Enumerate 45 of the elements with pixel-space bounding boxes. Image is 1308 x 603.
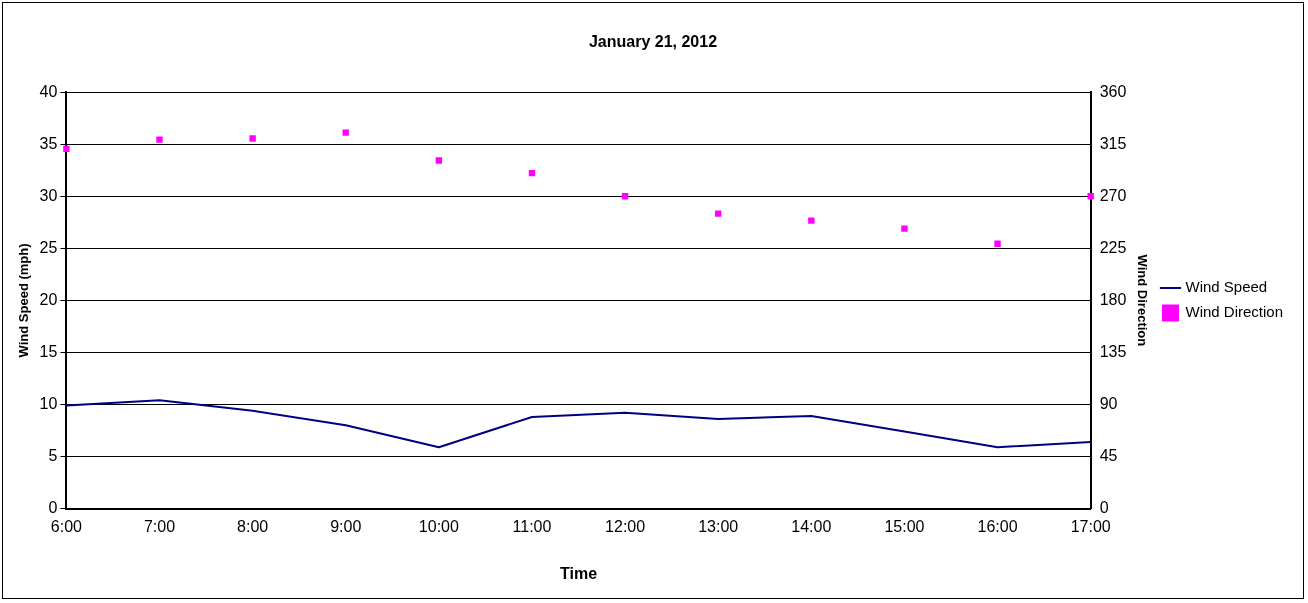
y2-tick-label: 180 xyxy=(1099,290,1127,308)
point xyxy=(901,225,908,232)
x-tick-label: 10:00 xyxy=(418,517,459,535)
x-tick-label: 13:00 xyxy=(698,517,739,535)
point xyxy=(156,136,163,143)
point xyxy=(435,157,443,164)
x-tick-label: 6:00 xyxy=(50,517,83,535)
y2-tick-label: 135 xyxy=(1099,342,1127,360)
y-tick-label: 10 xyxy=(39,394,58,412)
point xyxy=(63,145,70,153)
x-axis-title: Time xyxy=(560,564,598,582)
y2-tick-label: 45 xyxy=(1099,446,1118,464)
y2-tick-label: 360 xyxy=(1099,82,1127,100)
y2-tick-label: 225 xyxy=(1099,238,1127,256)
y-tick-label: 35 xyxy=(39,134,58,152)
y2-tick-label: 270 xyxy=(1099,186,1127,204)
point xyxy=(249,135,256,142)
x-tick-label: 14:00 xyxy=(791,517,832,535)
x-tick-label: 9:00 xyxy=(330,517,362,535)
y-tick-label: 20 xyxy=(39,290,58,308)
y-tick-label: 40 xyxy=(39,82,58,100)
y-tick-label: 30 xyxy=(39,186,58,204)
y2-tick-label: 315 xyxy=(1099,134,1127,152)
y-tick-label: 15 xyxy=(39,342,58,360)
y-tick-label: 5 xyxy=(48,446,58,464)
y2-tick-label: 0 xyxy=(1099,499,1109,517)
point xyxy=(715,210,722,217)
legend-label: Wind Direction xyxy=(1185,303,1283,321)
y-tick-label: 0 xyxy=(48,499,58,517)
point xyxy=(1087,193,1094,200)
x-tick-label: 15:00 xyxy=(884,517,925,535)
x-tick-label: 7:00 xyxy=(143,517,176,535)
legend-label: Wind Speed xyxy=(1185,278,1268,296)
y2-axis-title: Wind Direction xyxy=(1134,254,1150,347)
x-tick-label: 17:00 xyxy=(1070,517,1111,535)
chart-title: January 21, 2012 xyxy=(588,33,718,51)
point xyxy=(808,217,815,224)
y-axis-title: Wind Speed (mph) xyxy=(16,243,32,358)
y-tick-label: 25 xyxy=(39,238,58,256)
x-tick-label: 8:00 xyxy=(237,517,269,535)
x-tick-label: 11:00 xyxy=(512,517,552,535)
x-tick-label: 16:00 xyxy=(977,517,1018,535)
point xyxy=(994,240,1001,247)
y2-tick-label: 90 xyxy=(1099,394,1118,412)
x-tick-label: 12:00 xyxy=(605,517,646,535)
